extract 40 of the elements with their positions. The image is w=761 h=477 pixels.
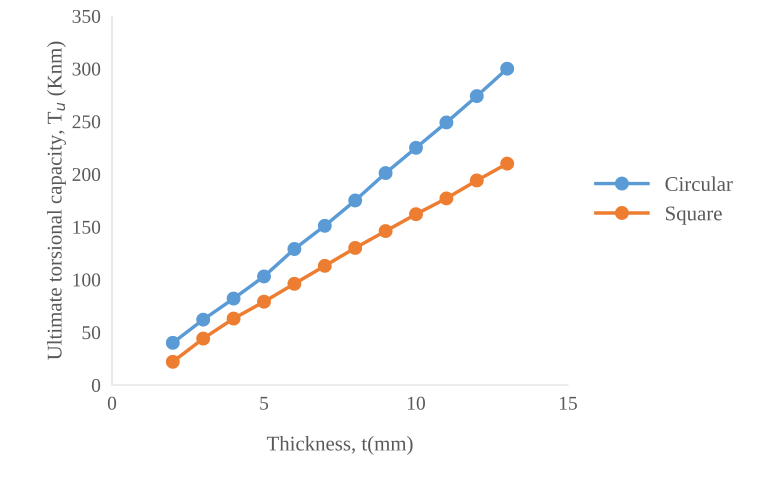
y-tick-label: 200: [72, 168, 100, 182]
point: [378, 166, 393, 180]
point: [500, 156, 514, 171]
point: [470, 174, 484, 188]
point: [348, 194, 362, 208]
y-tick-label: 100: [73, 273, 100, 287]
y-tick-label: 250: [72, 115, 100, 128]
point: [166, 336, 180, 350]
x-tick-label: 0: [108, 396, 116, 410]
legend-label: Circular: [665, 176, 733, 192]
y-tick-label: 300: [72, 62, 100, 76]
point: [318, 258, 332, 273]
y-tick-label: 0: [92, 378, 100, 392]
y-axis-title: Ultimate torsional capacity, T$_{u}$ (Knm): [47, 42, 66, 360]
point: [439, 116, 454, 130]
point: [257, 294, 271, 309]
point: [226, 292, 241, 306]
y-tick-label: 50: [82, 326, 100, 340]
point: [470, 89, 484, 104]
point: [166, 354, 180, 369]
x-axis-title: Thickness, t(mm): [266, 436, 413, 455]
point: [348, 241, 362, 255]
point: [378, 224, 393, 238]
point: [318, 218, 332, 233]
y-tick-label: 350: [72, 10, 100, 23]
point: [257, 269, 271, 284]
x-tick-label: 10: [408, 396, 425, 410]
point: [226, 312, 241, 326]
x-tick-label: 15: [560, 396, 577, 410]
y-tick-label: 150: [73, 220, 100, 234]
point: [409, 207, 423, 222]
point: [287, 242, 302, 256]
point: [500, 62, 514, 76]
point: [439, 191, 454, 206]
point: [409, 140, 423, 155]
legend-label: Square: [666, 206, 722, 225]
point: [196, 312, 210, 327]
point: [196, 332, 210, 346]
x-tick-label: 5: [260, 396, 268, 410]
point: [287, 276, 302, 291]
